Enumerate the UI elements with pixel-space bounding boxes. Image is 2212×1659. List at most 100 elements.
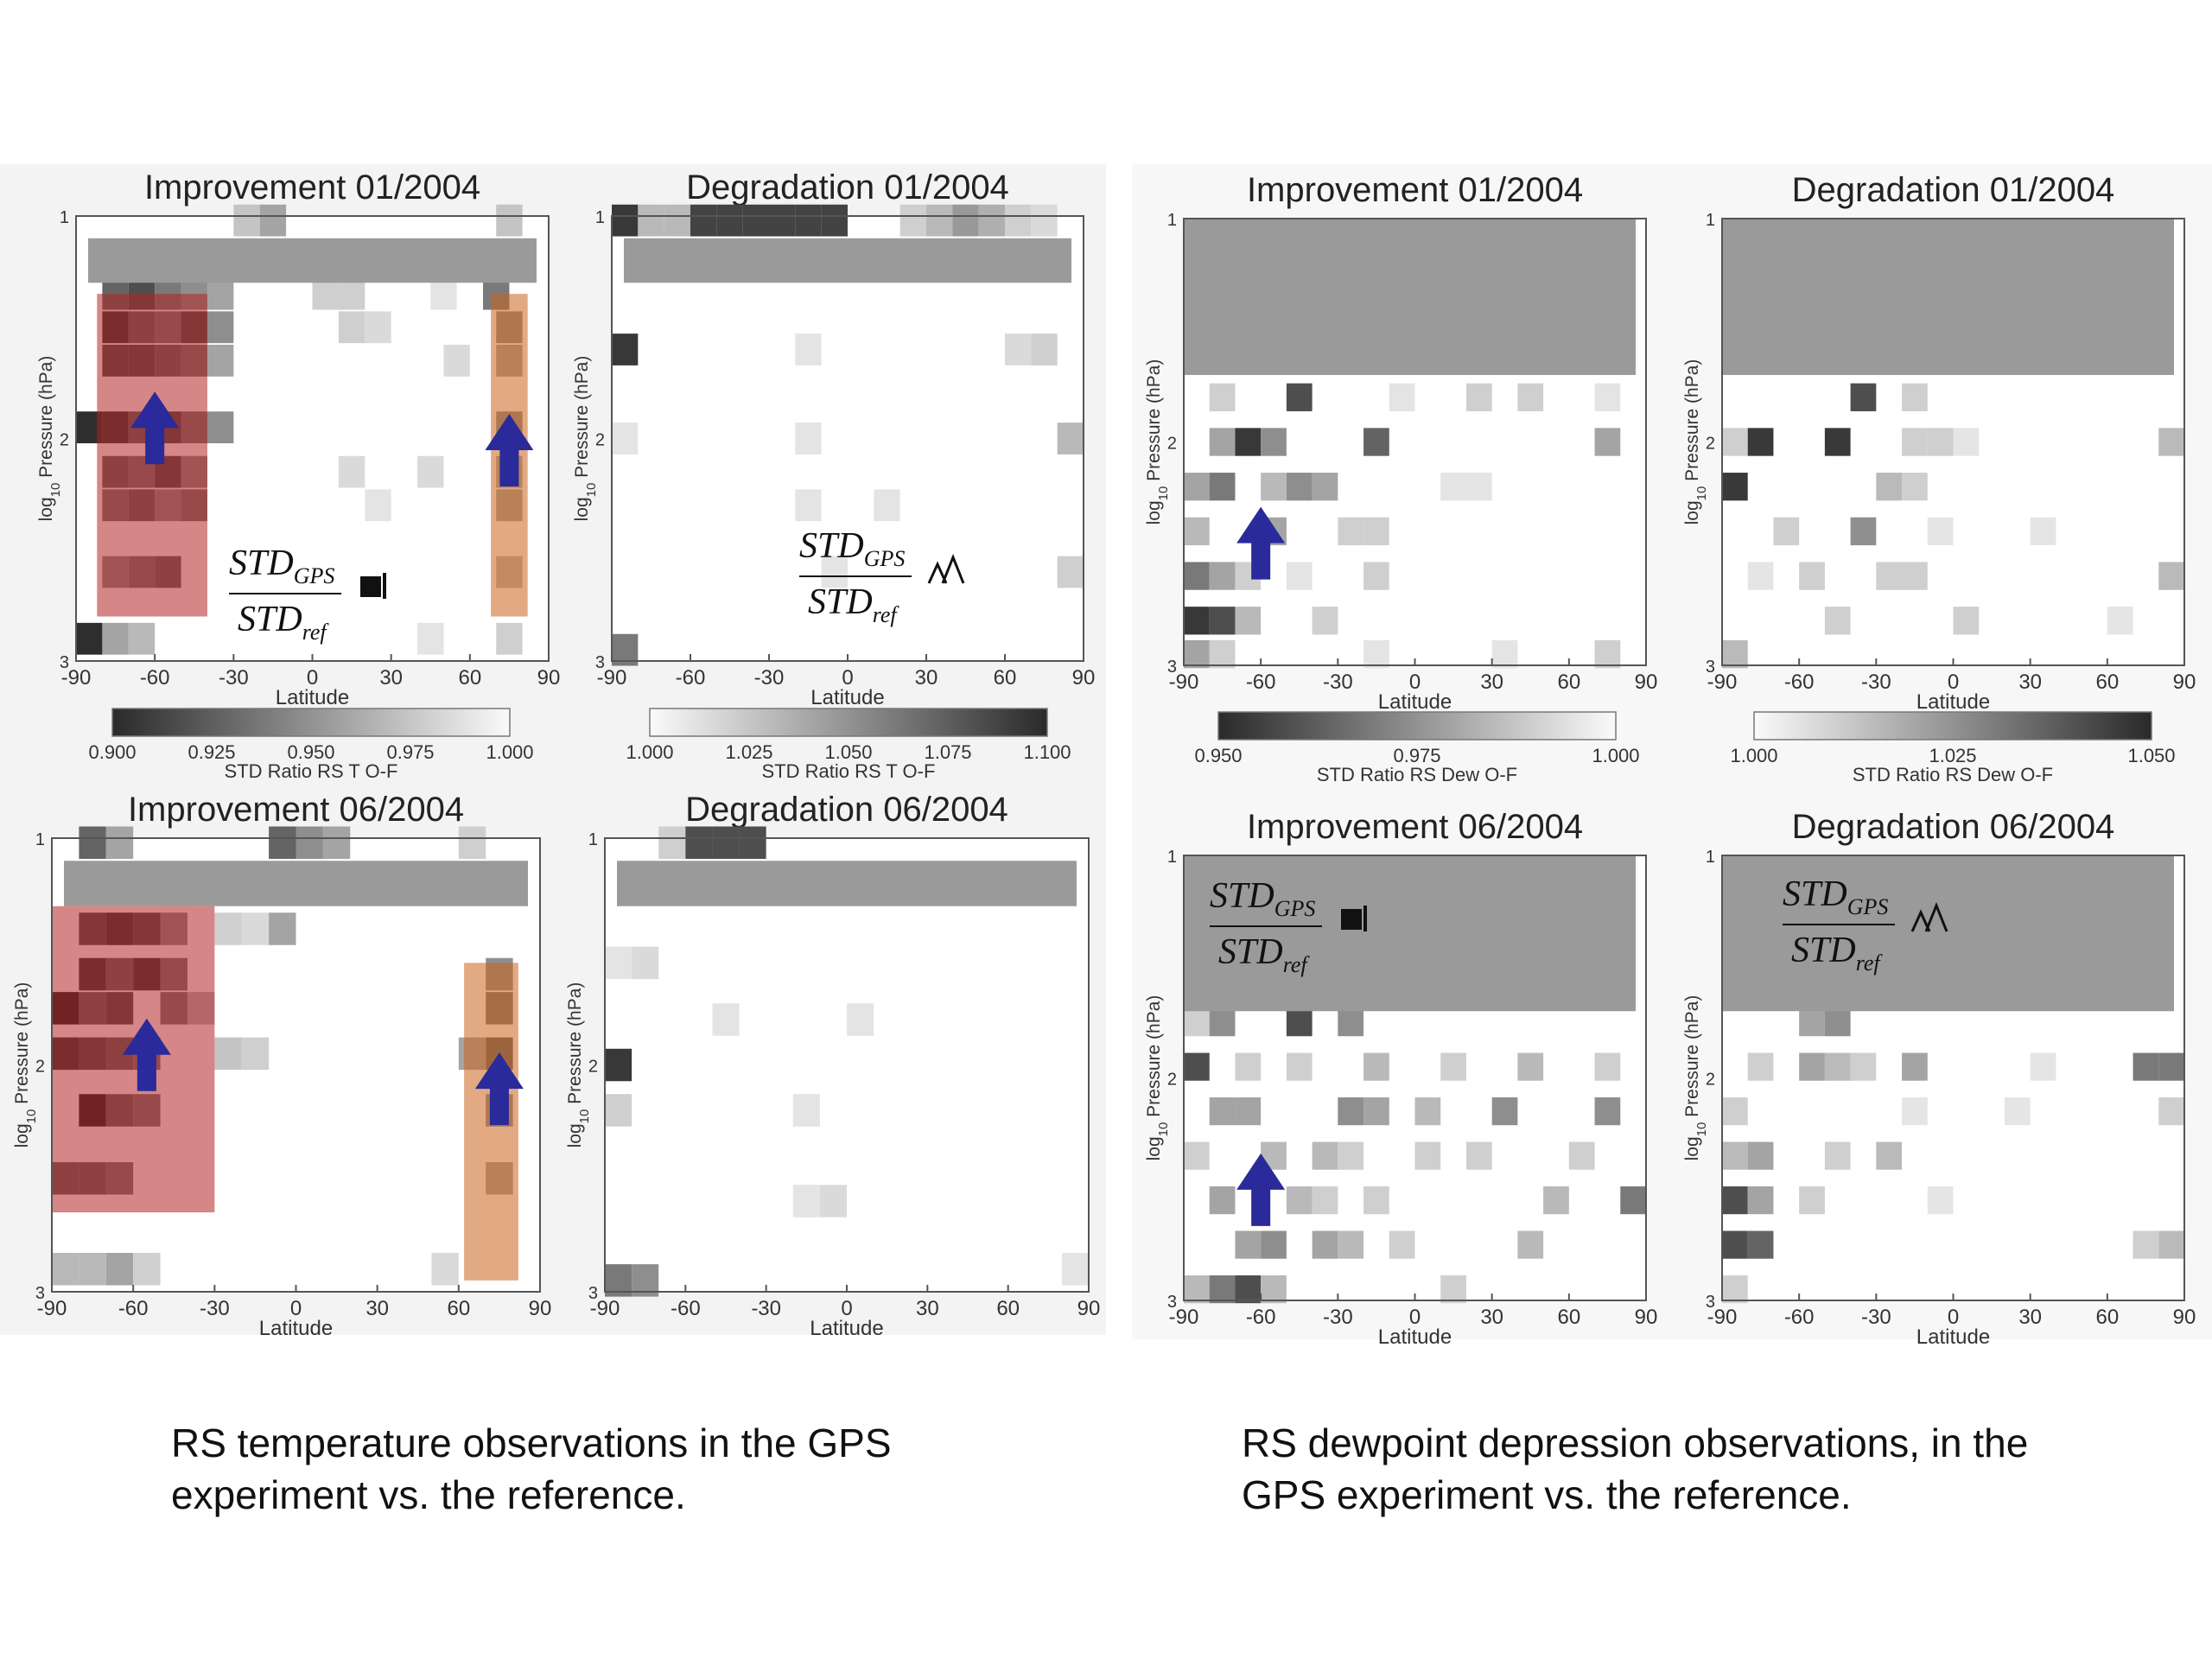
heatmap-cell xyxy=(1824,607,1851,635)
x-tick-label: 30 xyxy=(365,1297,389,1320)
x-axis-label: Latitude xyxy=(1916,690,1990,714)
heatmap-cell xyxy=(1594,639,1621,669)
heatmap-cell xyxy=(1286,473,1313,501)
colorbar-tick-label: 1.000 xyxy=(1730,745,1777,766)
heatmap-cell xyxy=(874,489,900,522)
heatmap-cell xyxy=(1209,1008,1236,1037)
heatmap-cell xyxy=(1312,1230,1338,1259)
x-tick-label: -90 xyxy=(1707,1306,1738,1329)
heatmap-cell xyxy=(233,204,260,237)
heatmap-cell xyxy=(1747,1186,1774,1215)
x-tick-label: -30 xyxy=(1861,671,1891,694)
heatmap-cell xyxy=(2004,1097,2031,1126)
heatmap-cell xyxy=(1722,473,1748,501)
colorbar-tick-label: 0.950 xyxy=(1194,745,1242,766)
heatmap-cell xyxy=(52,1253,79,1286)
x-tick-label: 30 xyxy=(1480,671,1503,694)
y-tick-label: 3 xyxy=(60,653,69,672)
heatmap-cell xyxy=(1594,383,1621,411)
up-arrow-icon xyxy=(1236,1153,1286,1226)
heatmap-cell xyxy=(1031,204,1058,237)
colorbar xyxy=(1753,711,2152,741)
x-tick-label: 0 xyxy=(1948,1306,1959,1329)
heatmap-cell xyxy=(1235,1097,1262,1126)
x-tick-label: 90 xyxy=(537,666,561,690)
heatmap-cell xyxy=(1338,1097,1364,1126)
y-tick-label: 1 xyxy=(595,208,605,227)
x-axis-label: Latitude xyxy=(1378,1325,1452,1349)
formula-numerator: STDGPS xyxy=(229,543,334,588)
heatmap-cell xyxy=(1061,1253,1089,1286)
up-arrow-icon xyxy=(1236,506,1286,580)
heatmap-cell xyxy=(1312,1186,1338,1215)
heatmap-cell xyxy=(847,1003,874,1036)
x-axis-label: Latitude xyxy=(810,1317,883,1340)
x-tick-label: -30 xyxy=(751,1297,781,1320)
heatmap-cell xyxy=(1261,1275,1287,1304)
chart-title: Degradation 01/2004 xyxy=(686,168,1009,207)
x-tick-label: -90 xyxy=(590,1297,620,1320)
heatmap-cell xyxy=(1184,562,1210,590)
formula-denominator: STDref xyxy=(1791,931,1883,976)
chart-title: Degradation 06/2004 xyxy=(685,791,1008,829)
heatmap-cell xyxy=(1850,383,1877,411)
heatmap-cell xyxy=(1286,1186,1313,1215)
heatmap-cell xyxy=(605,1048,632,1082)
up-arrow-icon xyxy=(130,391,180,465)
chart-d-impr-01: Improvement 01/2004 -90 -60 -30 0 30 60 90 Latit… xyxy=(1144,171,1657,785)
text-size-icon xyxy=(927,553,965,584)
x-tick-label: 90 xyxy=(1635,671,1658,694)
heatmap-cell xyxy=(1747,562,1774,590)
y-tick-label: 3 xyxy=(1167,1293,1177,1312)
text-size-icon xyxy=(1910,901,1948,932)
colorbar xyxy=(1217,711,1617,741)
up-arrow-icon xyxy=(474,1052,524,1126)
heatmap-cell xyxy=(739,826,766,859)
heatmap-cell xyxy=(1209,639,1236,669)
heatmap-cell xyxy=(1927,517,1954,546)
heatmap-cell xyxy=(207,344,234,377)
heatmap-cell xyxy=(1722,1097,1748,1126)
heatmap-cell xyxy=(1465,1141,1492,1170)
heatmap-cell xyxy=(795,423,822,454)
x-tick-label: 0 xyxy=(290,1297,302,1320)
heatmap-cell xyxy=(952,204,979,237)
heatmap-cell xyxy=(365,489,391,522)
heatmap-cell xyxy=(76,622,103,655)
heatmap-cell xyxy=(685,826,713,859)
x-tick-label: 0 xyxy=(842,666,853,690)
heatmap-cell xyxy=(312,277,339,310)
heatmap-cell xyxy=(1568,1141,1595,1170)
x-tick-label: 60 xyxy=(458,666,481,690)
heatmap-cell xyxy=(1927,428,1954,456)
heatmap-cell xyxy=(1184,639,1210,669)
x-tick-label: 30 xyxy=(2018,1306,2042,1329)
heatmap-cell xyxy=(1799,1052,1825,1081)
colorbar xyxy=(111,708,511,737)
heatmap-cell xyxy=(1722,1186,1748,1215)
heatmap-cell xyxy=(1184,517,1210,546)
x-tick-label: 0 xyxy=(1948,671,1959,694)
x-tick-label: 30 xyxy=(2018,671,2042,694)
heatmap-cell xyxy=(1363,639,1389,669)
x-tick-label: 60 xyxy=(994,666,1017,690)
heatmap-cell xyxy=(658,826,686,859)
colorbar-tick-label: 0.950 xyxy=(287,741,334,763)
x-tick-label: -30 xyxy=(219,666,249,690)
x-tick-label: -60 xyxy=(1784,671,1815,694)
x-tick-label: -90 xyxy=(1169,671,1199,694)
heatmap-cell xyxy=(1363,1097,1389,1126)
x-tick-label: -60 xyxy=(676,666,706,690)
heatmap-cell xyxy=(1209,1186,1236,1215)
x-tick-label: -90 xyxy=(1169,1306,1199,1329)
x-tick-label: -30 xyxy=(200,1297,230,1320)
x-tick-label: 0 xyxy=(307,666,318,690)
cursor-glyph-icon xyxy=(383,573,386,599)
colorbar-tick-label: 1.000 xyxy=(1592,745,1639,766)
colorbar-label: STD Ratio RS Dew O-F xyxy=(1853,764,2053,785)
colorbar-label: STD Ratio RS T O-F xyxy=(762,760,936,782)
heatmap-cell xyxy=(1414,1097,1441,1126)
x-tick-label: 0 xyxy=(841,1297,852,1320)
heatmap-cell xyxy=(1465,473,1492,501)
heatmap-cell xyxy=(1722,1141,1748,1170)
